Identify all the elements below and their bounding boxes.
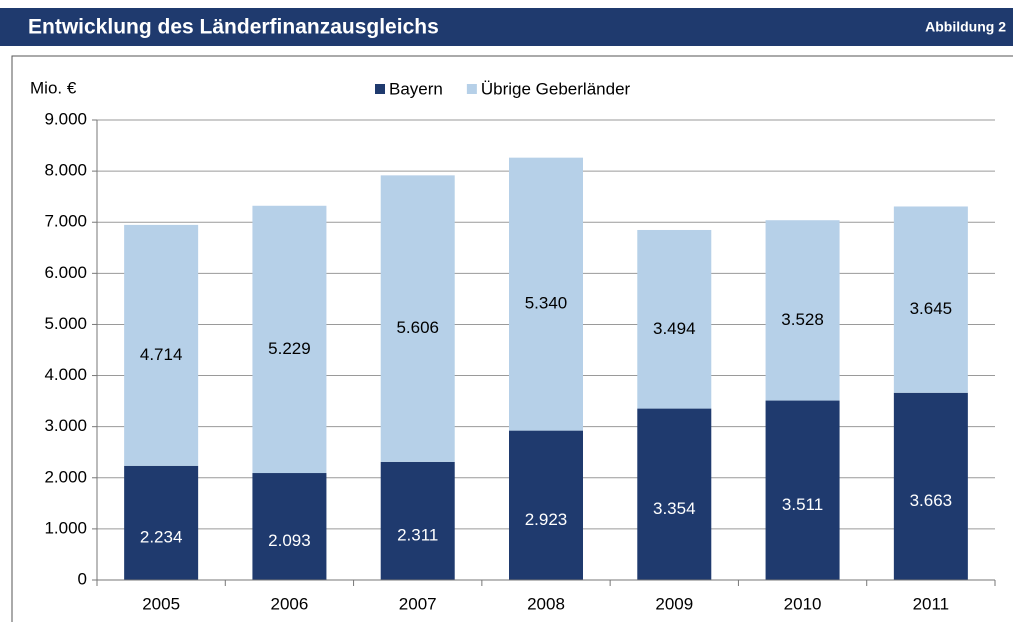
- figure-label: Abbildung 2: [925, 19, 1006, 35]
- y-tick-label: 9.000: [44, 109, 87, 128]
- bar-segment: [380, 175, 455, 462]
- bar-segment: [509, 157, 583, 431]
- x-tick-label: 2011: [913, 594, 950, 613]
- y-axis-label: Mio. €: [30, 78, 77, 97]
- value-label: 3.645: [910, 299, 953, 318]
- y-tick-label: 2.000: [44, 467, 87, 486]
- y-tick-label: 1.000: [44, 518, 87, 537]
- bar-segment: [380, 461, 455, 580]
- y-tick-label: 0: [78, 569, 87, 588]
- value-label: 5.606: [396, 318, 439, 337]
- value-label: 3.663: [910, 491, 953, 510]
- value-label: 4.714: [140, 345, 183, 364]
- bar-segment: [124, 224, 199, 466]
- bar-segment: [637, 229, 712, 409]
- header-bar: [0, 8, 1013, 46]
- bar-segment: [893, 392, 968, 580]
- legend-label: Übrige Geberländer: [481, 79, 631, 98]
- value-label: 2.923: [525, 510, 568, 529]
- x-tick-label: 2008: [527, 594, 565, 613]
- legend-swatch: [466, 84, 477, 94]
- bar-segment: [637, 408, 712, 580]
- y-tick-label: 3.000: [44, 416, 87, 435]
- bar-segment: [252, 473, 327, 580]
- y-tick-label: 6.000: [44, 263, 87, 282]
- legend-swatch: [375, 84, 385, 94]
- value-label: 3.511: [782, 495, 823, 514]
- y-tick-label: 7.000: [44, 212, 87, 231]
- x-tick-label: 2009: [655, 594, 693, 613]
- value-label: 3.528: [781, 310, 824, 329]
- value-label: 2.234: [140, 527, 183, 546]
- bar-segment: [893, 206, 968, 393]
- y-tick-label: 8.000: [44, 161, 87, 180]
- legend-label: Bayern: [389, 79, 443, 98]
- y-tick-label: 5.000: [44, 314, 87, 333]
- y-tick-label: 4.000: [44, 365, 87, 384]
- chart-title: Entwicklung des Länderfinanzausgleichs: [28, 16, 439, 39]
- x-tick-label: 2006: [271, 594, 309, 613]
- frame: [11, 55, 1013, 622]
- value-label: 2.311: [397, 525, 438, 544]
- x-tick-label: 2005: [142, 594, 180, 613]
- bar-segment: [509, 430, 583, 580]
- bar-segment: [765, 400, 840, 580]
- value-label: 5.229: [268, 339, 311, 358]
- value-label: 3.354: [653, 499, 696, 518]
- value-label: 3.494: [653, 319, 696, 338]
- value-label: 2.093: [268, 531, 311, 550]
- value-label: 5.340: [525, 294, 568, 313]
- bar-segment: [124, 465, 199, 580]
- x-tick-label: 2010: [784, 594, 822, 613]
- x-tick-label: 2007: [399, 594, 437, 613]
- bar-segment: [252, 205, 327, 474]
- bar-segment: [765, 220, 840, 401]
